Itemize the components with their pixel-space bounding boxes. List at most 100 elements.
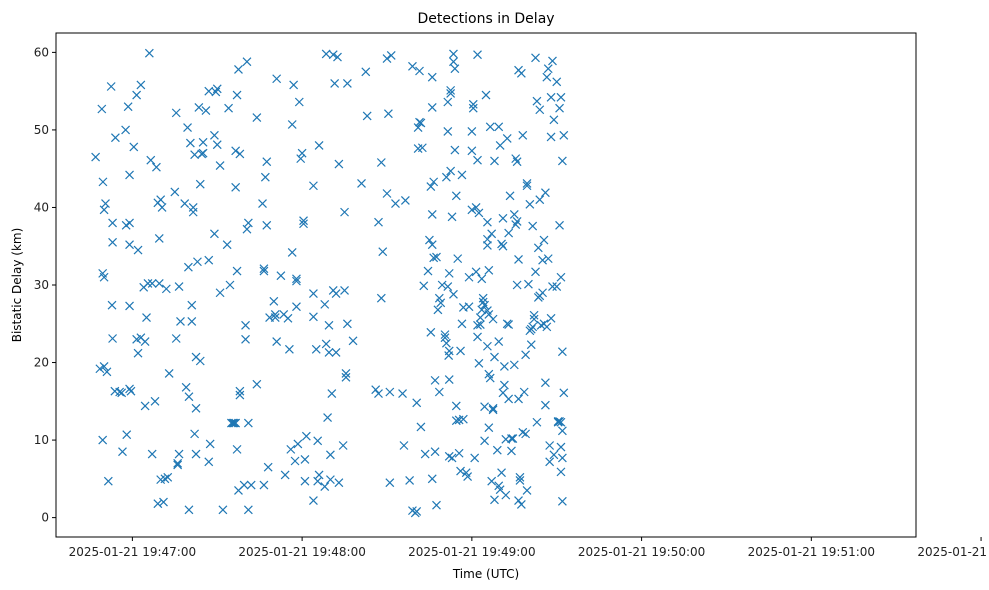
data-point-marker: [272, 337, 282, 347]
data-point-marker: [232, 444, 242, 454]
data-point-marker: [198, 137, 208, 147]
data-point-marker: [125, 384, 134, 394]
data-point-marker: [542, 72, 552, 82]
data-point-marker: [289, 80, 299, 90]
data-point-marker: [543, 64, 553, 74]
data-point-marker: [552, 282, 562, 291]
data-point-marker: [309, 312, 318, 322]
data-point-marker: [209, 130, 219, 140]
data-point-marker: [478, 293, 488, 303]
data-point-marker: [292, 274, 301, 284]
data-point-marker: [180, 199, 190, 209]
data-point-marker: [294, 97, 304, 107]
data-point-marker: [292, 276, 301, 286]
data-point-marker: [123, 102, 133, 112]
data-point-marker: [441, 172, 451, 182]
data-point-marker: [399, 441, 409, 450]
data-point-marker: [99, 361, 109, 371]
data-point-marker: [501, 490, 511, 500]
y-tick-label: 20: [34, 356, 49, 370]
data-point-marker: [494, 122, 504, 132]
data-point-marker: [362, 111, 372, 121]
data-point-marker: [515, 475, 525, 485]
y-axis-ticks: 0 10 20 30 40 50 60: [34, 45, 56, 525]
data-point-marker: [327, 389, 337, 398]
data-point-marker: [218, 505, 228, 515]
data-point-marker: [173, 458, 183, 468]
data-point-marker: [383, 109, 393, 119]
data-point-marker: [195, 179, 205, 189]
data-point-marker: [497, 239, 506, 249]
data-point-marker: [147, 279, 157, 288]
data-point-marker: [490, 352, 499, 362]
data-point-marker: [559, 388, 569, 398]
data-point-marker: [546, 313, 556, 323]
data-point-marker: [385, 478, 395, 488]
data-point-marker: [512, 157, 522, 167]
data-point-marker: [498, 241, 508, 251]
data-point-marker: [286, 444, 296, 454]
data-point-marker: [142, 313, 151, 322]
data-point-marker: [499, 380, 509, 390]
plot-area-frame: [55, 32, 917, 538]
data-point-marker: [231, 182, 241, 192]
data-point-marker: [514, 254, 523, 264]
data-point-marker: [427, 72, 437, 82]
data-point-marker: [416, 422, 426, 432]
data-point-marker: [451, 416, 461, 426]
data-point-marker: [309, 289, 318, 298]
x-tick-label: 2025-01-21 19:52:00: [917, 545, 989, 559]
data-point-marker: [535, 105, 545, 115]
data-point-marker: [224, 103, 233, 113]
data-point-marker: [429, 253, 439, 263]
data-point-marker: [467, 146, 477, 156]
data-point-marker: [262, 157, 272, 167]
data-point-marker: [540, 378, 550, 388]
data-point-marker: [296, 154, 306, 164]
data-point-marker: [299, 216, 308, 226]
data-point-marker: [150, 396, 160, 406]
data-point-marker: [146, 155, 156, 165]
data-point-marker: [456, 466, 465, 476]
data-point-marker: [331, 348, 341, 357]
data-point-marker: [509, 210, 519, 219]
data-point-marker: [444, 451, 454, 461]
data-point-marker: [226, 418, 236, 428]
data-point-marker: [556, 92, 566, 102]
data-point-marker: [546, 92, 556, 102]
data-point-marker: [340, 286, 349, 295]
data-point-marker: [556, 272, 566, 282]
data-point-marker: [512, 216, 522, 226]
data-point-marker: [287, 120, 297, 129]
data-point-marker: [400, 196, 410, 205]
data-point-marker: [338, 441, 348, 450]
data-point-marker: [512, 280, 522, 290]
data-point-marker: [446, 166, 456, 176]
data-point-marker: [204, 457, 214, 467]
data-point-marker: [420, 449, 430, 459]
data-point-marker: [417, 143, 427, 153]
data-point-marker: [463, 472, 473, 481]
data-point-marker: [473, 155, 482, 165]
data-point-marker: [443, 127, 453, 136]
data-point-marker: [297, 148, 307, 158]
data-point-marker: [313, 436, 323, 446]
data-point-marker: [545, 457, 555, 467]
data-point-marker: [546, 132, 556, 142]
data-point-marker: [382, 189, 392, 198]
data-point-marker: [300, 476, 310, 486]
data-point-marker: [405, 475, 415, 485]
data-point-marker: [98, 177, 108, 187]
data-point-marker: [536, 320, 546, 330]
data-point-marker: [260, 172, 270, 182]
data-point-marker: [471, 203, 481, 212]
data-point-marker: [133, 348, 143, 358]
data-point-marker: [204, 255, 214, 265]
data-point-marker: [524, 279, 533, 289]
data-point-marker: [430, 447, 440, 457]
data-point-marker: [526, 324, 536, 334]
data-point-marker: [320, 299, 330, 309]
data-markers: [91, 48, 569, 518]
data-point-marker: [95, 364, 105, 374]
data-point-marker: [190, 429, 200, 439]
